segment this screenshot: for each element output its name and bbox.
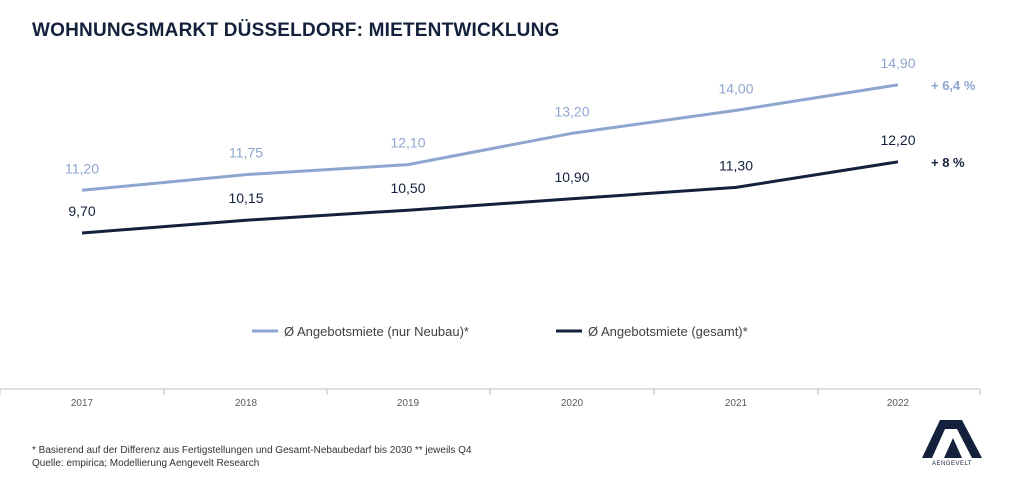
- data-label-1-2018: 10,15: [228, 190, 263, 206]
- chart-title: WOHNUNGSMARKT DÜSSELDORF: MIETENTWICKLUN…: [32, 20, 560, 41]
- logo-wordmark: AENGEVELT: [931, 461, 973, 467]
- data-label-1-2019: 10,50: [390, 180, 425, 196]
- change-annotation-1: + 8 %: [931, 155, 965, 170]
- legend-label-0: Ø Angebotsmiete (nur Neubau)*: [284, 324, 469, 339]
- data-label-1-2017: 9,70: [68, 203, 95, 219]
- data-label-0-2022: 14,90: [880, 55, 915, 71]
- legend-label-1: Ø Angebotsmiete (gesamt)*: [588, 324, 748, 339]
- data-label-0-2020: 13,20: [554, 103, 589, 119]
- data-label-0-2021: 14,00: [718, 80, 753, 96]
- data-label-0-2018: 11,75: [229, 145, 263, 161]
- x-tick-label-2021: 2021: [725, 398, 748, 409]
- x-tick-label-2020: 2020: [561, 398, 584, 409]
- x-tick-label-2018: 2018: [235, 398, 258, 409]
- aengevelt-logo: AENGEVELT: [914, 416, 990, 468]
- data-label-1-2021: 11,30: [719, 157, 753, 173]
- data-label-0-2017: 11,20: [65, 160, 99, 176]
- footnote-source: Quelle: empirica; Modellierung Aengevelt…: [32, 458, 260, 469]
- change-annotation-0: + 6,4 %: [931, 78, 976, 93]
- data-label-1-2020: 10,90: [554, 169, 589, 185]
- data-label-0-2019: 12,10: [390, 135, 425, 151]
- x-tick-label-2022: 2022: [887, 398, 910, 409]
- footnotes: * Basierend auf der Differenz aus Fertig…: [32, 444, 472, 470]
- series-line-1: [81, 160, 899, 235]
- series-line-0: [81, 83, 899, 192]
- line-chart: 2017 2018 2019 2020 2021 2022 11,20 11,75 12,10 1…: [0, 55, 981, 409]
- data-label-1-2022: 12,20: [880, 132, 915, 148]
- x-tick-label-2017: 2017: [71, 398, 94, 409]
- footnote-basis: * Basierend auf der Differenz aus Fertig…: [32, 445, 472, 456]
- x-tick-label-2019: 2019: [397, 398, 420, 409]
